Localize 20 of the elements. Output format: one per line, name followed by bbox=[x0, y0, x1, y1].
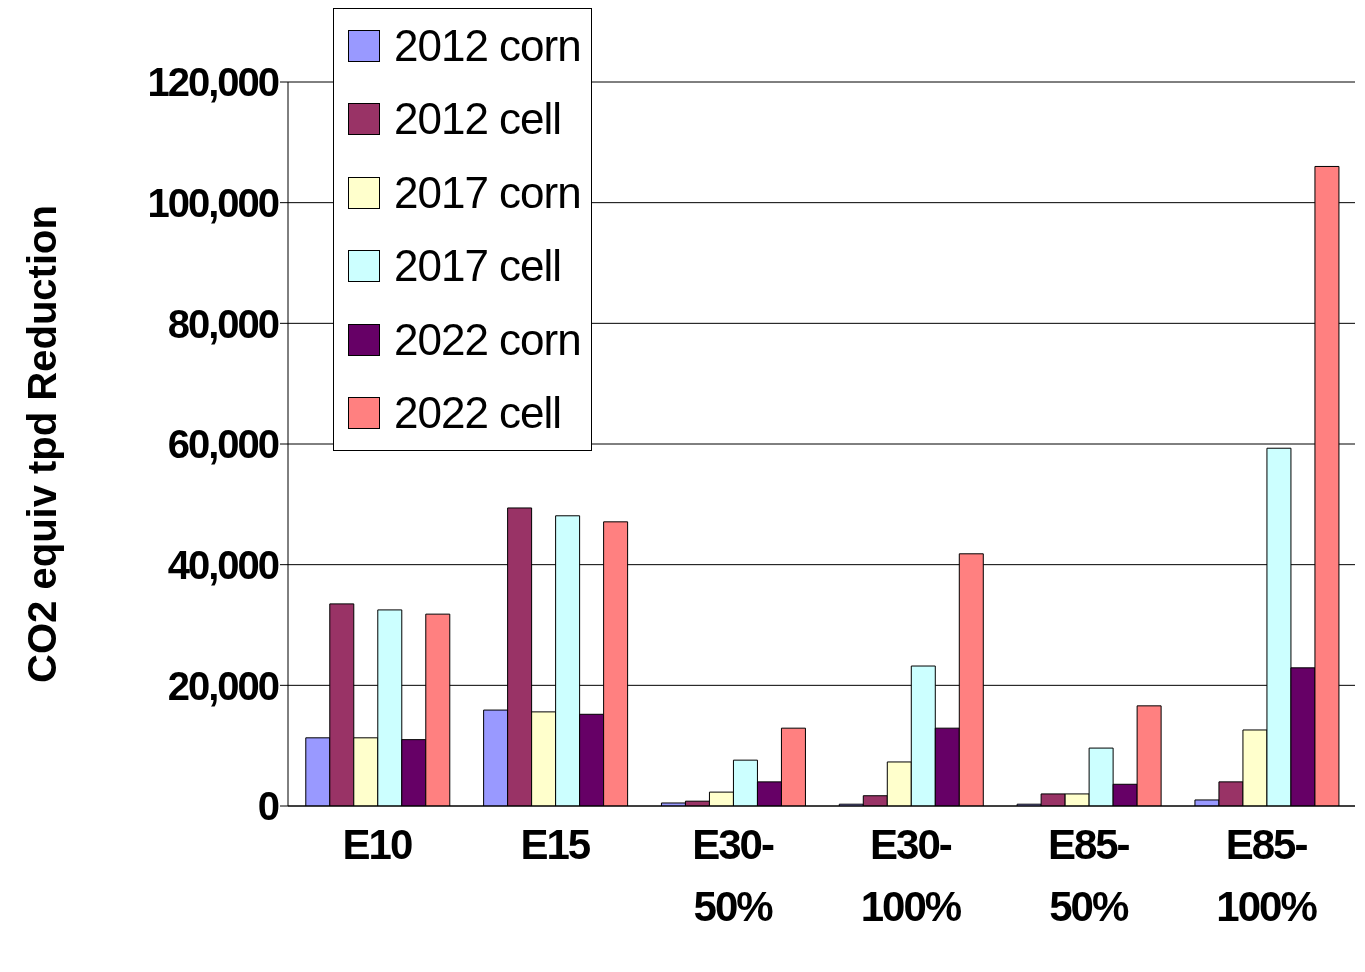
x-tick-label: E85-50% bbox=[1047, 821, 1130, 930]
y-axis-title: CO2 equiv tpd Reduction bbox=[20, 205, 64, 683]
y-tick-label: 100,000 bbox=[147, 180, 279, 225]
x-tick-label: E30-50% bbox=[692, 821, 774, 930]
legend-label: 2017 corn bbox=[394, 167, 581, 218]
y-tick-label: 120,000 bbox=[147, 60, 279, 105]
x-tick-label: E85-100% bbox=[1216, 821, 1318, 930]
x-tick-label: E30-100% bbox=[860, 821, 962, 930]
y-tick-label: 20,000 bbox=[167, 663, 279, 708]
legend-label: 2022 corn bbox=[394, 314, 581, 365]
y-tick-label: 80,000 bbox=[167, 301, 279, 346]
y-tick-label: 40,000 bbox=[167, 542, 279, 587]
x-tick-label: E15 bbox=[520, 821, 591, 868]
y-tick-label: 60,000 bbox=[167, 422, 279, 467]
legend-label: 2022 cell bbox=[394, 388, 562, 439]
x-tick-label: E10 bbox=[342, 821, 412, 868]
legend-label: 2012 cell bbox=[394, 94, 562, 145]
legend-label: 2012 corn bbox=[394, 20, 581, 71]
y-tick-label: 0 bbox=[257, 784, 279, 829]
legend-label: 2017 cell bbox=[394, 241, 562, 292]
